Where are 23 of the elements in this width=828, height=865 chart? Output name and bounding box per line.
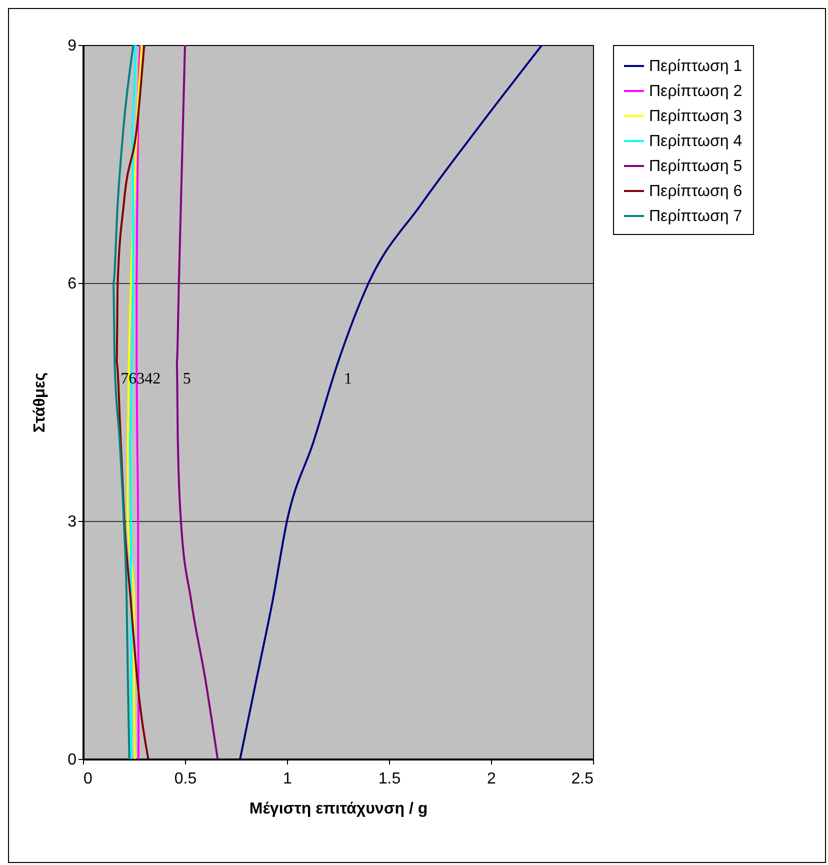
y-axis-title: Στάθμες — [32, 372, 49, 433]
y-tick-label: 0 — [68, 752, 77, 768]
annotation: 1 — [344, 370, 352, 388]
legend-label: Περίπτωση 5 — [649, 158, 742, 175]
legend-label: Περίπτωση 6 — [649, 183, 742, 200]
x-tick-label: 1.5 — [378, 770, 401, 788]
x-axis-title: Μέγιστη επιτάχυνση / g — [249, 800, 428, 818]
legend-label: Περίπτωση 7 — [649, 208, 742, 225]
annotation: 5 — [182, 370, 191, 388]
x-tick-label: 0 — [84, 770, 92, 788]
x-tick-label: 0.5 — [174, 770, 197, 788]
legend-label: Περίπτωση 2 — [649, 83, 742, 100]
x-tick-label: 2.5 — [571, 770, 594, 788]
legend-label: Περίπτωση 1 — [649, 58, 742, 75]
y-tick-label: 9 — [68, 38, 77, 54]
x-tick-label: 2 — [487, 770, 496, 788]
y-tick-label: 6 — [68, 276, 77, 292]
line-series — [176, 45, 219, 759]
y-tick-label: 3 — [68, 514, 77, 530]
line-series — [239, 45, 543, 759]
legend-label: Περίπτωση 4 — [649, 133, 742, 150]
legend-label: Περίπτωση 3 — [649, 108, 742, 125]
x-tick-label: 1 — [283, 770, 292, 788]
